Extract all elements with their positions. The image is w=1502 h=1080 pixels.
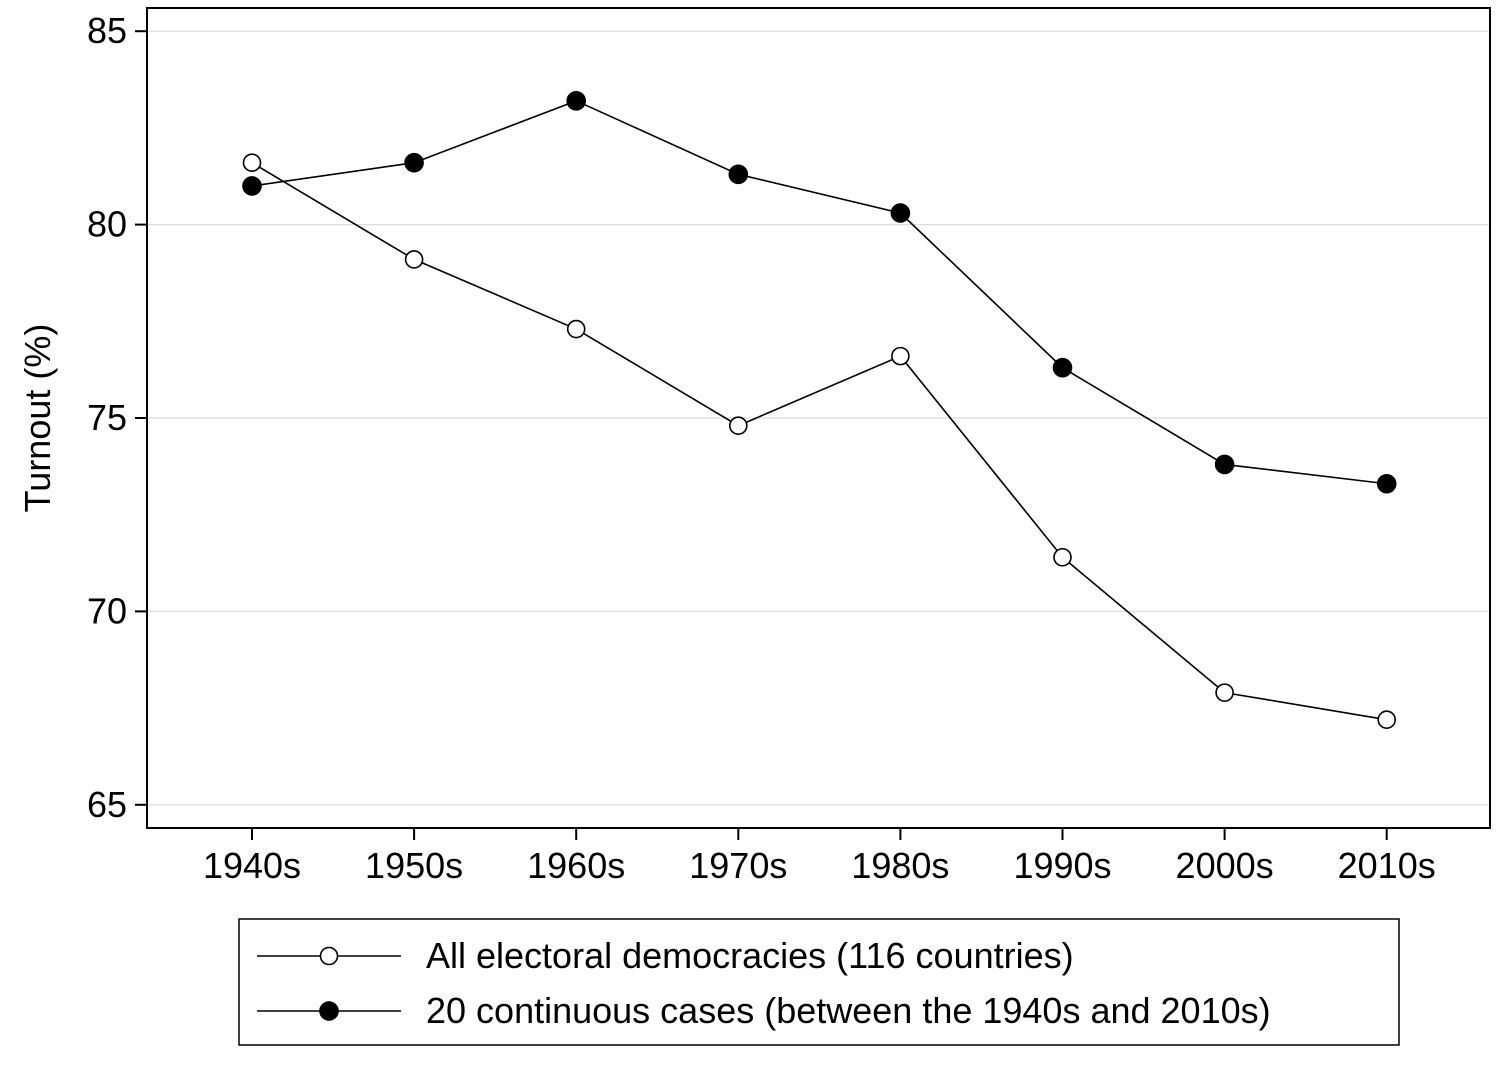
x-tick-label-1980s: 1980s <box>851 845 949 886</box>
gridlines <box>147 30 1490 806</box>
series-1-point-1990s <box>1053 547 1072 567</box>
x-tick-label-2000s: 2000s <box>1176 845 1274 886</box>
series-2-point-1960s <box>566 91 587 111</box>
y-tick-label-75: 75 <box>87 397 127 438</box>
x-tick-label-1950s: 1950s <box>365 845 463 886</box>
legend-marker-1 <box>319 946 339 966</box>
series-2-point-1980s <box>890 203 911 223</box>
series-1-point-1970s <box>728 416 748 436</box>
y-axis-ticks: 65 70 75 80 85 <box>87 10 147 825</box>
series-1-point-2010s <box>1377 710 1396 729</box>
series-layer <box>242 91 1397 729</box>
series-1-point-1950s <box>404 250 424 269</box>
series-1 <box>242 153 1396 729</box>
series-1-point-1940s <box>242 153 262 173</box>
series-2-point-1950s <box>404 152 424 173</box>
y-tick-label-80: 80 <box>87 204 127 245</box>
legend-label-1: All electoral democracies (116 countries… <box>426 935 1074 976</box>
series-1-point-1960s <box>566 319 586 339</box>
y-tick-label-65: 65 <box>87 784 127 825</box>
series-1-line <box>251 162 1387 721</box>
series-2-point-1970s <box>728 164 749 185</box>
legend-label-2: 20 continuous cases (between the 1940s a… <box>426 990 1271 1031</box>
legend: All electoral democracies (116 countries… <box>238 918 1400 1046</box>
x-tick-label-1990s: 1990s <box>1013 845 1111 886</box>
x-tick-label-2010s: 2010s <box>1338 845 1436 886</box>
x-tick-label-1970s: 1970s <box>689 845 787 886</box>
x-tick-label-1960s: 1960s <box>527 845 625 886</box>
series-1-point-1980s <box>891 346 910 366</box>
series-2-line <box>251 99 1387 485</box>
legend-marker-2 <box>319 1001 339 1021</box>
series-1-point-2000s <box>1215 683 1234 702</box>
y-tick-label-85: 85 <box>87 10 127 51</box>
legend-box <box>238 918 1400 1046</box>
y-axis-title: Turnout (%) <box>17 324 58 513</box>
series-2-point-1940s <box>242 176 262 196</box>
plot-frame <box>146 7 1491 829</box>
series-2-point-2000s <box>1214 454 1235 475</box>
x-axis-ticks: 1940s 1950s 1960s 1970s 1980s 1990s 2000s 2010s <box>203 828 1436 886</box>
y-tick-label-70: 70 <box>87 590 127 631</box>
series-2-point-2010s <box>1376 473 1397 494</box>
series-2 <box>242 91 1397 494</box>
x-tick-label-1940s: 1940s <box>203 845 301 886</box>
series-2-point-1990s <box>1052 357 1073 378</box>
